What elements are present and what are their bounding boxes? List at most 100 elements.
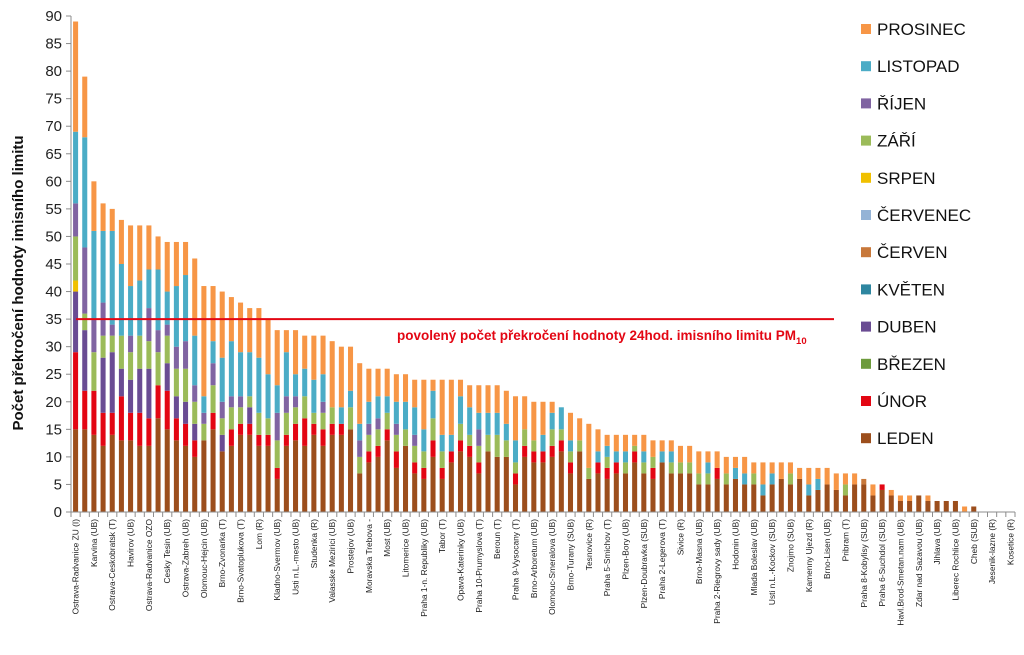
bar-segment-leden bbox=[503, 456, 509, 512]
y-tick-label: 85 bbox=[45, 36, 62, 53]
legend-swatch bbox=[861, 247, 871, 258]
bar-segment-prosinec bbox=[888, 489, 894, 496]
bar-segment-prosinec bbox=[677, 445, 683, 463]
bar-segment-listopad bbox=[595, 451, 601, 463]
x-tick-label: Praha 2-Riegrovy sady (UB) bbox=[712, 519, 722, 624]
bar-stack bbox=[192, 258, 198, 512]
bar-segment-září bbox=[577, 440, 583, 452]
bar-segment-duben bbox=[146, 368, 152, 419]
bar-segment-listopad bbox=[348, 390, 354, 408]
bar-segment-listopad bbox=[641, 451, 647, 463]
bar-segment-prosinec bbox=[238, 302, 244, 353]
bar-segment-únor bbox=[100, 412, 106, 446]
bar-segment-září bbox=[320, 412, 326, 430]
x-tick-label: Sivice (R) bbox=[675, 519, 685, 556]
bar-segment-září bbox=[302, 396, 308, 419]
bar-stack bbox=[842, 473, 848, 512]
bar-segment-prosinec bbox=[696, 451, 702, 474]
bar-stack bbox=[558, 407, 564, 512]
x-tick-label: Brno-Turany (SUB) bbox=[565, 519, 575, 591]
bar-segment-leden bbox=[934, 500, 940, 512]
bar-segment-listopad bbox=[210, 341, 216, 364]
bar-stack bbox=[311, 335, 317, 512]
bar-segment-prosinec bbox=[632, 434, 638, 446]
bar-segment-listopad bbox=[338, 407, 344, 424]
bar-segment-listopad bbox=[815, 478, 821, 490]
bar-segment-prosinec bbox=[925, 495, 931, 501]
bar-stack bbox=[833, 473, 839, 512]
bar-segment-září bbox=[247, 396, 253, 408]
bar-segment-leden bbox=[494, 456, 500, 512]
bar-stack bbox=[329, 341, 335, 512]
legend-item: PROSINEC bbox=[861, 20, 966, 39]
bar-stack bbox=[384, 368, 390, 512]
bar-segment-leden bbox=[393, 467, 399, 512]
bar-segment-leden bbox=[806, 495, 812, 512]
bar-segment-leden bbox=[522, 456, 528, 512]
bar-segment-září bbox=[403, 429, 409, 446]
bar-segment-leden bbox=[457, 451, 464, 512]
bar-segment-duben bbox=[192, 423, 198, 441]
bar-segment-listopad bbox=[320, 374, 326, 402]
bar-stack bbox=[723, 456, 729, 512]
bar-segment-listopad bbox=[668, 451, 674, 463]
bar-segment-prosinec bbox=[613, 434, 619, 452]
bar-segment-listopad bbox=[366, 401, 372, 424]
x-tick-label: Praha 10-Prumyslova (T) bbox=[474, 519, 484, 613]
bar-segment-únor bbox=[283, 434, 289, 446]
legend-swatch bbox=[861, 358, 871, 369]
bar-segment-leden bbox=[916, 495, 922, 512]
bar-segment-listopad bbox=[806, 484, 812, 496]
x-tick-label: Karvina (UB) bbox=[89, 519, 99, 567]
bar-segment-prosinec bbox=[842, 473, 848, 485]
bar-segment-únor bbox=[118, 396, 124, 441]
bar-segment-září bbox=[522, 429, 528, 446]
bar-segment-září bbox=[210, 385, 216, 413]
bar-segment-prosinec bbox=[338, 346, 344, 408]
bar-segment-leden bbox=[705, 484, 711, 512]
legend-label: DUBEN bbox=[877, 318, 937, 337]
bar-segment-leden bbox=[622, 473, 629, 512]
bar-segment-duben bbox=[109, 352, 115, 413]
bar-segment-únor bbox=[338, 423, 344, 435]
bar-segment-prosinec bbox=[824, 467, 830, 485]
bar-segment-říjen bbox=[375, 418, 381, 430]
bar-segment-leden bbox=[448, 462, 454, 512]
bar-stack bbox=[302, 335, 308, 512]
bar-segment-leden bbox=[677, 473, 683, 512]
x-tick-label: Ostrava-Radvanice OZO bbox=[144, 519, 154, 612]
bar-segment-leden bbox=[210, 429, 216, 512]
bar-segment-leden bbox=[595, 473, 601, 512]
legend-label: ÚNOR bbox=[877, 392, 927, 411]
bar-segment-prosinec bbox=[494, 385, 500, 413]
x-tick-label: Opava-Katerinky (UB) bbox=[456, 519, 466, 601]
x-tick-label: Havirov (UB) bbox=[126, 519, 136, 567]
y-tick-label: 80 bbox=[45, 63, 62, 80]
bar-segment-září bbox=[467, 434, 473, 446]
bar-stack bbox=[82, 76, 88, 512]
bar-segment-prosinec bbox=[366, 368, 372, 402]
bar-stack bbox=[219, 291, 225, 512]
bar-segment-leden bbox=[943, 500, 949, 512]
legend-label: ZÁŘÍ bbox=[877, 132, 916, 151]
bar-segment-prosinec bbox=[293, 330, 299, 375]
y-tick-label: 5 bbox=[54, 476, 62, 493]
bar-segment-listopad bbox=[283, 352, 289, 397]
bar-segment-říjen bbox=[293, 396, 299, 408]
bar-segment-prosinec bbox=[668, 440, 674, 452]
threshold-label: povolený počet překročení hodnoty 24hod.… bbox=[397, 328, 807, 347]
bar-segment-prosinec bbox=[787, 462, 793, 474]
bar-segment-listopad bbox=[705, 462, 711, 474]
bar-segment-prosinec bbox=[586, 423, 592, 468]
legend-item: KVĚTEN bbox=[861, 280, 945, 299]
bar-segment-prosinec bbox=[357, 363, 363, 424]
bar-segment-září bbox=[82, 313, 88, 331]
y-tick-label: 10 bbox=[45, 449, 62, 466]
bar-segment-září bbox=[192, 401, 198, 424]
bar-stack bbox=[265, 319, 271, 512]
legend-item: ČERVEN bbox=[861, 243, 948, 262]
bar-segment-září bbox=[283, 412, 289, 435]
bar-stack bbox=[412, 379, 418, 512]
bar-segment-listopad bbox=[247, 352, 253, 397]
bar-segment-listopad bbox=[265, 374, 271, 419]
